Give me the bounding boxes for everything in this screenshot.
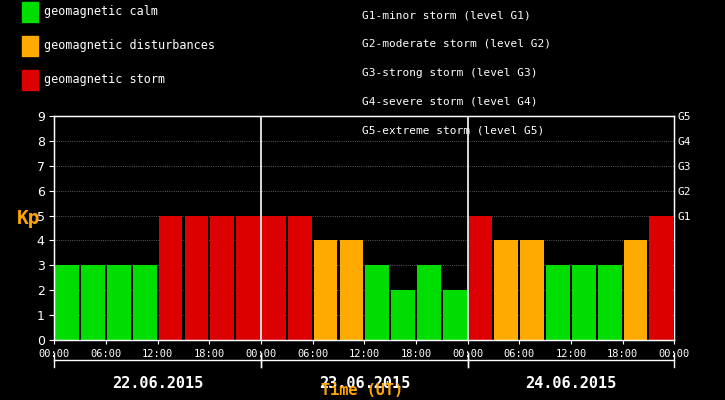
- Text: G3-strong storm (level G3): G3-strong storm (level G3): [362, 68, 538, 78]
- Bar: [546, 265, 570, 340]
- Bar: [521, 240, 544, 340]
- Text: geomagnetic disturbances: geomagnetic disturbances: [44, 39, 215, 52]
- Text: geomagnetic calm: geomagnetic calm: [44, 5, 157, 18]
- Text: 23.06.2015: 23.06.2015: [319, 376, 410, 392]
- Bar: [392, 290, 415, 340]
- Bar: [236, 216, 260, 340]
- Bar: [159, 216, 183, 340]
- Bar: [210, 216, 234, 340]
- Text: G2-moderate storm (level G2): G2-moderate storm (level G2): [362, 39, 552, 49]
- Bar: [417, 265, 441, 340]
- Bar: [572, 265, 596, 340]
- Text: 24.06.2015: 24.06.2015: [526, 376, 616, 392]
- Text: geomagnetic storm: geomagnetic storm: [44, 73, 165, 86]
- Bar: [185, 216, 208, 340]
- Bar: [314, 240, 337, 340]
- Bar: [133, 265, 157, 340]
- Bar: [339, 240, 363, 340]
- Bar: [107, 265, 130, 340]
- Y-axis label: Kp: Kp: [17, 209, 40, 228]
- Bar: [288, 216, 312, 340]
- Text: G1-minor storm (level G1): G1-minor storm (level G1): [362, 10, 531, 20]
- Bar: [262, 216, 286, 340]
- Bar: [443, 290, 467, 340]
- Bar: [650, 216, 674, 340]
- Bar: [468, 216, 492, 340]
- Text: G5-extreme storm (level G5): G5-extreme storm (level G5): [362, 125, 544, 135]
- Bar: [365, 265, 389, 340]
- Text: 22.06.2015: 22.06.2015: [112, 376, 203, 392]
- Bar: [598, 265, 621, 340]
- Bar: [55, 265, 79, 340]
- Bar: [624, 240, 647, 340]
- Text: Time (UT): Time (UT): [321, 383, 404, 398]
- Text: G4-severe storm (level G4): G4-severe storm (level G4): [362, 96, 538, 106]
- Bar: [494, 240, 518, 340]
- Bar: [81, 265, 105, 340]
